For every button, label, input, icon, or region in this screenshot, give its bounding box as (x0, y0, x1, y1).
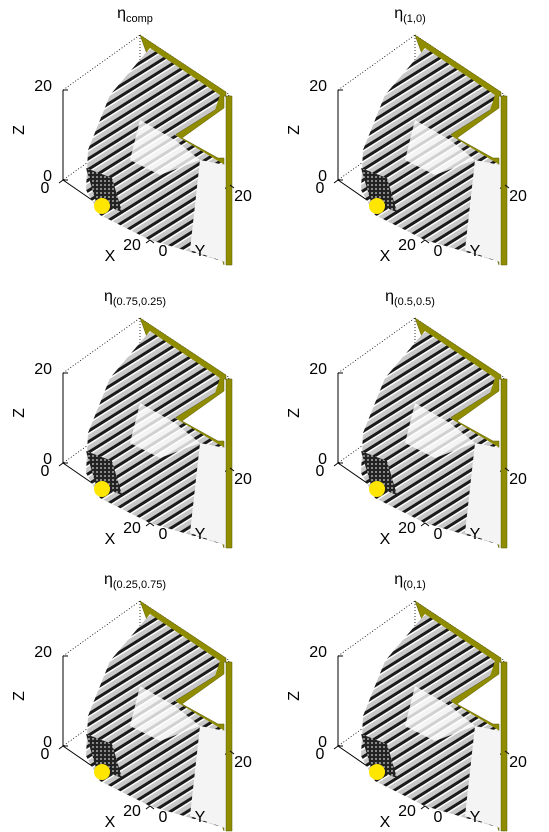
x-tick-label: 0 (316, 180, 325, 197)
z-tick-label: 20 (34, 644, 52, 661)
x-tick (334, 746, 338, 749)
title-subscript: (0,1) (403, 579, 426, 591)
y-label: Y (195, 809, 206, 826)
x-tick-label: 20 (398, 520, 416, 537)
z-label: Z (11, 408, 28, 418)
z-tick-label: 20 (309, 644, 327, 661)
x-tick (59, 746, 63, 749)
x-tick (334, 463, 338, 466)
x-tick-label: 20 (398, 237, 416, 254)
x-tick (421, 806, 425, 809)
marker (94, 764, 110, 780)
x-label: X (380, 814, 391, 831)
x-tick (59, 463, 63, 466)
x-tick (334, 180, 338, 183)
x-tick (59, 180, 63, 183)
x-tick-label: 0 (41, 463, 50, 480)
x-label: X (105, 814, 116, 831)
z-tick-label: 20 (309, 361, 327, 378)
title-symbol: η (117, 5, 126, 22)
z-label: Z (11, 691, 28, 701)
x-label: X (105, 531, 116, 548)
z-label: Z (11, 125, 28, 135)
panel-title: ηcomp (117, 5, 153, 25)
y-tick-label: 0 (434, 809, 443, 826)
title-subscript: (1,0) (403, 13, 426, 25)
x-tick-label: 20 (123, 803, 141, 820)
x-tick-label: 0 (41, 746, 50, 763)
y-tick-label: 20 (234, 754, 252, 771)
y-tick-label: 20 (509, 188, 527, 205)
x-label: X (105, 248, 116, 265)
y-tick-label: 20 (234, 471, 252, 488)
x-tick (421, 523, 425, 526)
y-tick-label: 20 (509, 754, 527, 771)
y-tick-label: 0 (159, 243, 168, 260)
y-label: Y (195, 243, 206, 260)
y-label: Y (195, 526, 206, 543)
marker (369, 198, 385, 214)
z-label: Z (286, 125, 303, 135)
x-tick-label: 20 (123, 520, 141, 537)
y-label: Y (470, 809, 481, 826)
x-tick-label: 0 (316, 463, 325, 480)
x-tick-label: 20 (398, 803, 416, 820)
z-label: Z (286, 691, 303, 701)
y-label: Y (470, 526, 481, 543)
title-symbol: η (104, 288, 113, 305)
panel-title: η(1,0) (394, 5, 426, 25)
y-tick-label: 0 (434, 243, 443, 260)
title-symbol: η (394, 5, 403, 22)
title-symbol: η (385, 288, 394, 305)
panel-title: η(0.75,0.25) (104, 288, 166, 308)
x-tick (146, 240, 150, 243)
y-tick-label: 20 (509, 471, 527, 488)
x-label: X (380, 531, 391, 548)
marker (94, 198, 110, 214)
x-label: X (380, 248, 391, 265)
title-subscript: comp (126, 13, 153, 25)
z-tick-label: 20 (34, 78, 52, 95)
z-tick-label: 20 (309, 78, 327, 95)
title-symbol: η (394, 571, 403, 588)
x-tick (421, 240, 425, 243)
marker (369, 764, 385, 780)
x-tick (146, 523, 150, 526)
z-tick-label: 20 (34, 361, 52, 378)
title-subscript: (0.75,0.25) (113, 296, 166, 308)
marker (94, 481, 110, 497)
x-tick-label: 0 (316, 746, 325, 763)
panel: η(0.75,0.25)020020020ZXY (11, 288, 252, 548)
title-subscript: (0.25,0.75) (113, 579, 166, 591)
figure: ηcomp020020020ZXYη(1,0)020020020ZXYη(0.7… (0, 0, 549, 832)
z-label: Z (286, 408, 303, 418)
y-tick-label: 0 (159, 809, 168, 826)
y-label: Y (470, 243, 481, 260)
x-tick-label: 20 (123, 237, 141, 254)
x-tick-label: 0 (41, 180, 50, 197)
y-tick-label: 0 (159, 526, 168, 543)
x-tick (146, 806, 150, 809)
y-tick-label: 20 (234, 188, 252, 205)
marker (369, 481, 385, 497)
panel-title: η(0.5,0.5) (385, 288, 435, 308)
title-subscript: (0.5,0.5) (394, 296, 435, 308)
y-tick-label: 0 (434, 526, 443, 543)
panel-title: η(0.25,0.75) (104, 571, 166, 591)
panel-title: η(0,1) (394, 571, 426, 591)
title-symbol: η (104, 571, 113, 588)
